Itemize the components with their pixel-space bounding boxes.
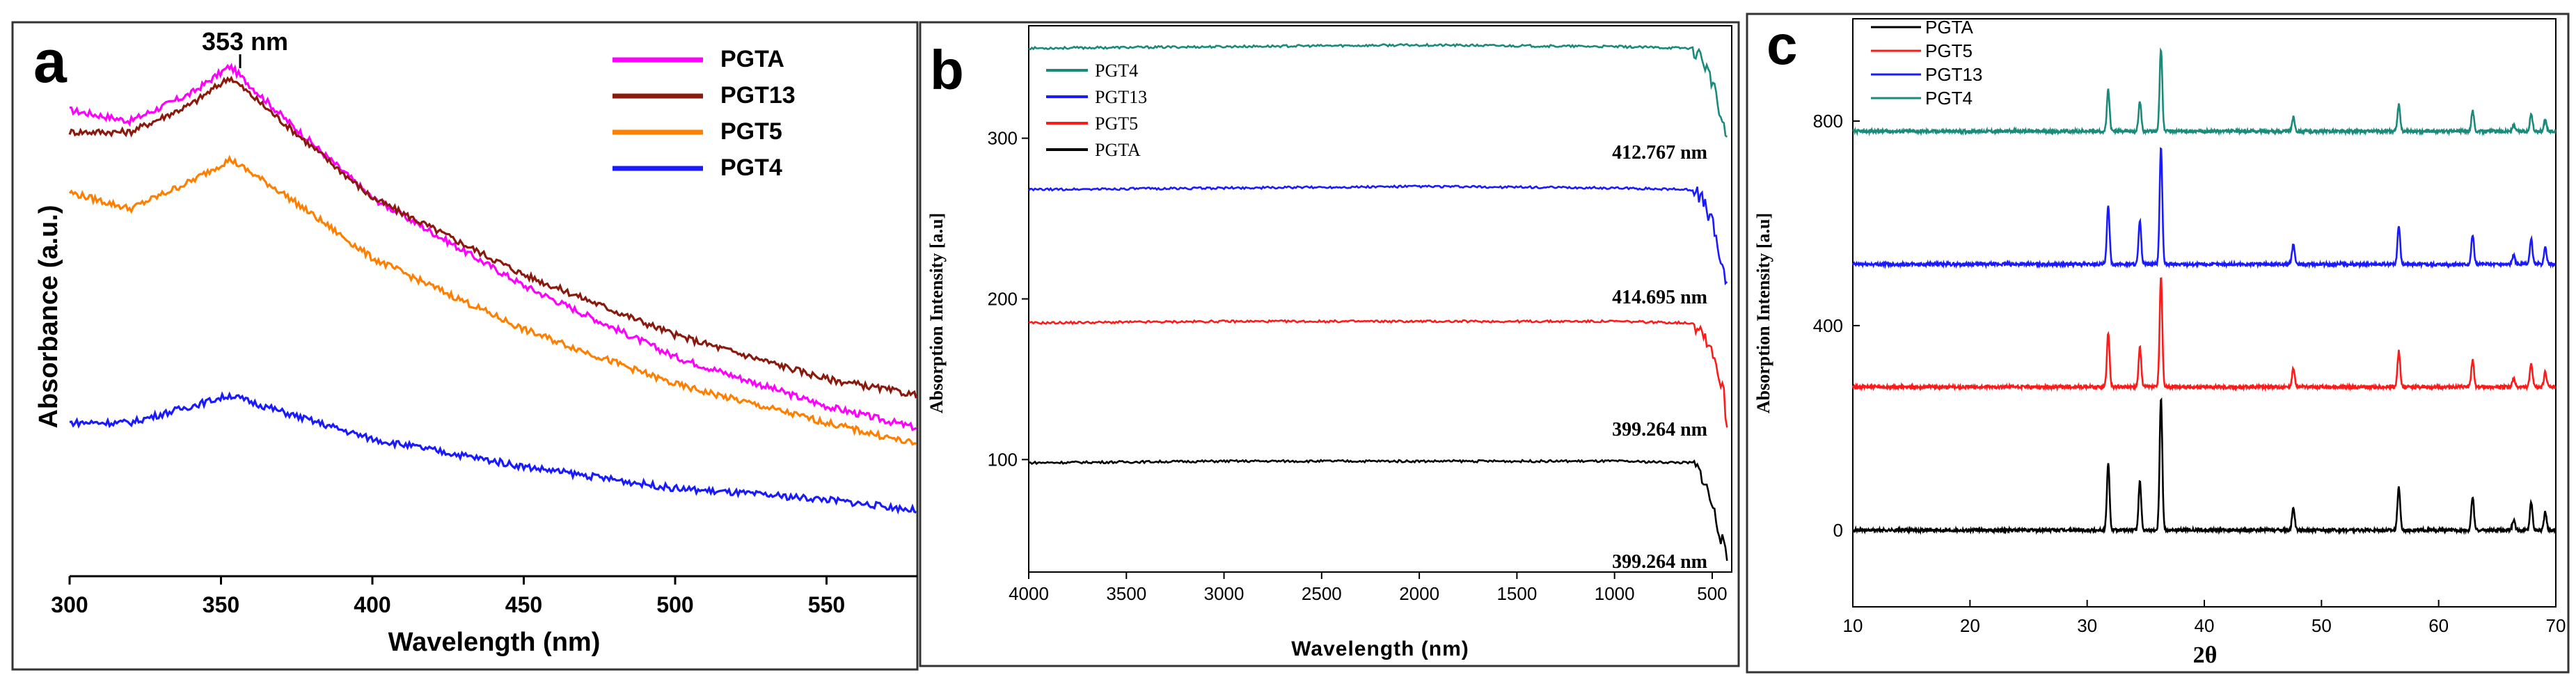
y-axis-title-a: Absorbance (a.u.) bbox=[34, 205, 63, 429]
legend-label-pgt4: PGT4 bbox=[1925, 88, 1973, 109]
y-tick-label-b: 300 bbox=[988, 128, 1018, 149]
y-axis-title-b: Absorption Intensity [a.u] bbox=[926, 213, 947, 413]
panel-b-letter: b bbox=[930, 39, 964, 101]
series-line-pgt13 bbox=[68, 75, 917, 399]
legend-label-pgt5: PGT5 bbox=[720, 118, 782, 145]
series-line-pgta bbox=[1852, 397, 2557, 535]
series-a bbox=[68, 63, 917, 515]
ticks-b: 4000 3500 3000 2500 2000 1500 1000 500 100 200 300 bbox=[988, 128, 1728, 604]
y-tick-label-c: 0 bbox=[1833, 520, 1843, 541]
annotation-pgta: 399.264 nm bbox=[1612, 551, 1707, 573]
x-tick-label-c: 30 bbox=[2077, 615, 2097, 636]
x-tick-label-c: 20 bbox=[1960, 615, 1980, 636]
annotation-pgt13: 414.695 nm bbox=[1612, 287, 1707, 308]
legend-label-pgt13: PGT13 bbox=[1925, 64, 1982, 85]
x-ticks-a: 300 350 400 450 500 550 bbox=[51, 576, 845, 617]
y-axis-title-c: Absorption Intensity [a.u] bbox=[1753, 213, 1773, 413]
legend-label-pgt13: PGT13 bbox=[720, 82, 796, 109]
annotation-pgt4: 412.767 nm bbox=[1612, 142, 1707, 164]
y-tick-label-c: 400 bbox=[1813, 315, 1843, 336]
x-axis-title-c: 2θ bbox=[2193, 642, 2218, 668]
y-tick-label-b: 200 bbox=[988, 289, 1018, 310]
x-tick-label-b: 2500 bbox=[1302, 583, 1342, 604]
panel-b-frame bbox=[919, 21, 1740, 667]
annotation-pgt5: 399.264 nm bbox=[1612, 419, 1707, 441]
x-tick-label-a: 500 bbox=[656, 592, 693, 617]
x-tick-label-a: 550 bbox=[808, 592, 845, 617]
panel-c-frame bbox=[1746, 13, 2570, 674]
x-tick-label-a: 400 bbox=[354, 592, 390, 617]
legend-label-pgt5: PGT5 bbox=[1925, 40, 1973, 61]
x-tick-label-b: 3500 bbox=[1106, 583, 1146, 604]
series-line-pgt13 bbox=[1851, 147, 2557, 269]
y-tick-label-c: 800 bbox=[1813, 111, 1843, 132]
x-tick-label-c: 70 bbox=[2546, 615, 2566, 636]
y-tick-label-b: 100 bbox=[988, 449, 1018, 470]
series-b bbox=[1027, 42, 1728, 561]
series-line-pgt5 bbox=[68, 154, 917, 446]
x-tick-label-b: 500 bbox=[1697, 583, 1727, 604]
series-c bbox=[1851, 47, 2557, 535]
legend-label-pgt4: PGT4 bbox=[720, 154, 782, 181]
x-tick-label-c: 50 bbox=[2312, 615, 2332, 636]
legend-label-pgt5: PGT5 bbox=[1095, 113, 1138, 134]
x-tick-label-c: 60 bbox=[2428, 615, 2449, 636]
series-line-pgt4 bbox=[1852, 47, 2557, 136]
panel-c-letter: c bbox=[1767, 14, 1798, 76]
peak-annotation-label: 353 nm bbox=[202, 27, 288, 56]
legend-label-pgta: PGTA bbox=[720, 46, 784, 72]
ticks-c: 10 20 30 40 50 60 70 0 400 800 bbox=[1813, 111, 2566, 636]
x-tick-label-b: 3000 bbox=[1204, 583, 1244, 604]
legend-label-pgta: PGTA bbox=[1095, 140, 1141, 160]
x-tick-label-a: 450 bbox=[505, 592, 542, 617]
legend-b: PGT4 PGT13 PGT5 PGTA bbox=[1046, 61, 1147, 160]
x-tick-label-b: 1500 bbox=[1496, 583, 1537, 604]
legend-a: PGTA PGT13 PGT5 PGT4 bbox=[613, 46, 796, 181]
series-line-pgta bbox=[69, 63, 917, 431]
series-line-pgt5 bbox=[1028, 319, 1728, 428]
panel-a-frame bbox=[11, 21, 919, 671]
annotations-b: 412.767 nm 414.695 nm 399.264 nm 399.264 nm bbox=[1612, 142, 1707, 573]
legend-label-pgta: PGTA bbox=[1925, 17, 1974, 38]
series-line-pgt13 bbox=[1027, 184, 1728, 286]
panel-a: a 353 nm 300 350 400 450 500 550 PGTAPGT13PGT… bbox=[11, 21, 919, 671]
panel-b: b 4000 3500 3000 2500 2000 1500 1000 500 100 200 3… bbox=[919, 21, 1740, 667]
x-axis-title-a: Wavelength (nm) bbox=[388, 628, 601, 657]
x-tick-label-c: 40 bbox=[2195, 615, 2215, 636]
plot-area-a: 300 350 400 450 500 550 PGTA PGT13 PGT5 PGT4 bbox=[51, 46, 917, 617]
x-tick-label-a: 350 bbox=[203, 592, 239, 617]
series-line-pgt5 bbox=[1851, 277, 2557, 392]
legend-label-pgt13: PGT13 bbox=[1095, 87, 1147, 107]
series-line-pgt4 bbox=[1028, 42, 1728, 138]
x-tick-label-b: 2000 bbox=[1399, 583, 1439, 604]
series-line-pgta bbox=[1028, 459, 1728, 561]
series-line-pgt4 bbox=[69, 391, 917, 515]
x-tick-label-a: 300 bbox=[51, 592, 88, 617]
x-tick-label-c: 10 bbox=[1843, 615, 1863, 636]
x-axis-title-b: Wavelength (nm) bbox=[1291, 637, 1469, 660]
panel-a-letter: a bbox=[33, 29, 68, 95]
legend-label-pgt4: PGT4 bbox=[1095, 61, 1138, 81]
x-tick-label-b: 1000 bbox=[1595, 583, 1635, 604]
x-tick-label-b: 4000 bbox=[1009, 583, 1049, 604]
